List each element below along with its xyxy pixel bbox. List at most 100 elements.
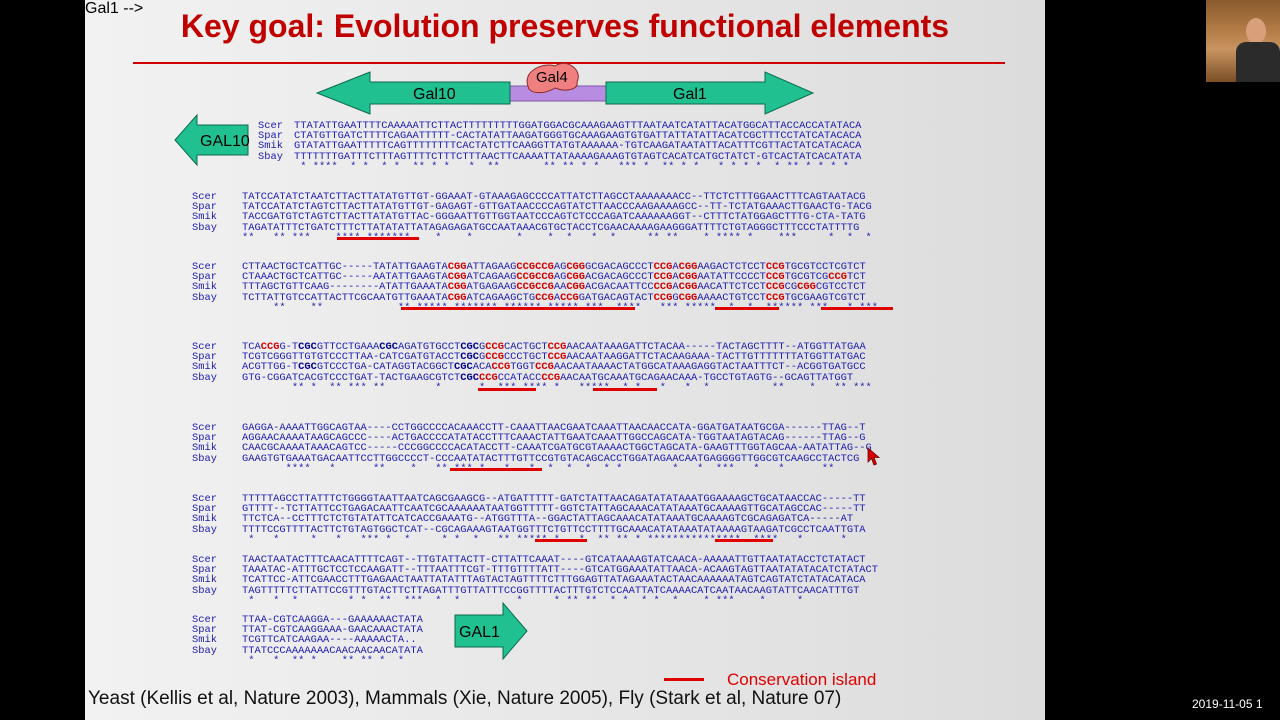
sequence-text: TTATCCCAAAAAAACAACAACAACATATA xyxy=(242,644,423,657)
sequence-row-sbay: Sbay TAGTTTTTCTTATTCCGTTTGTACTTCTTAGATTTG… xyxy=(192,584,878,597)
sequence-text: TAGTTTTTCTTATTCCGTTTGTACTTCTTAGATTTGTTAT… xyxy=(242,584,860,597)
sequence-text: GAAGTGTGAAATGACAATTCCTTGGCCCCT-CCCAATATA… xyxy=(242,452,860,465)
conservation-island xyxy=(478,388,536,391)
sequence-text: TATCCATATCTAATCTTACTTATATGTTGT-GGAAAT-GT… xyxy=(242,191,866,203)
sequence-row-sbay: Sbay TCTTATTGTCCATTACTTCGCAATGTTGAAATACGG… xyxy=(192,291,878,304)
species-label: Spar xyxy=(192,351,217,364)
sequence-text: GAGGA-AAAATTGGCAGTAA----CCTGGCCCCACAAACC… xyxy=(242,422,866,434)
sequence-row-scer: Scer TTTTTAGCCTTATTTCTGGGGTAATTAATCAGCGAA… xyxy=(192,493,866,505)
species-label: Sbay xyxy=(192,584,217,597)
alignment-block-1: Scer TTATATTGAATTTTCAAAAATTCTTACTTTTTTTTT… xyxy=(258,121,861,172)
slide-title: Key goal: Evolution preserves functional… xyxy=(180,8,950,44)
species-label: Sbay xyxy=(192,221,217,234)
conservation-stars: * * * * * ** *** * * * * ** ** * * * * *… xyxy=(192,596,878,606)
species-label: Scer xyxy=(192,191,217,203)
video-timestamp: 2019-11-05 1 xyxy=(1192,697,1263,711)
sequence-row-scer: Scer TTATATTGAATTTTCAAAAATTCTTACTTTTTTTTT… xyxy=(258,120,861,132)
conservation-stars: * **** * * * * ** * * * ** ** ** * * ***… xyxy=(258,162,861,172)
species-label: Smik xyxy=(192,513,217,526)
legend-swatch xyxy=(664,678,704,681)
alignment-block-5: Scer GAGGA-AAAATTGGCAGTAA----CCTGGCCCCACA… xyxy=(192,423,872,474)
gal1-side-arrow: GAL1 xyxy=(454,601,528,661)
species-label: Spar xyxy=(192,432,217,445)
sequence-text: TTTTCCGTTTTACTTCTGTAGTGGCTCAT--CGCAGAAAG… xyxy=(242,523,866,536)
species-label: Scer xyxy=(192,261,217,273)
sequence-row-scer: Scer GAGGA-AAAATTGGCAGTAA----CCTGGCCCCACA… xyxy=(192,422,872,434)
species-label: Smik xyxy=(192,442,217,455)
sequence-text: TACCGATGTCTAGTCTTACTTATATGTTAC-GGGAATTGT… xyxy=(242,211,866,224)
sequence-row-sbay: Sbay GTG-CGGATCACGTCCCTGAT-TACTGAAGCGTCTC… xyxy=(192,371,872,384)
alignment-block-8: Scer TTAA-CGTCAAGGA---GAAAAAACTATA Spar TTA… xyxy=(192,615,423,666)
sequence-text: TAACTAATACTTTCAACATTTTCAGT--TTGTATTACTT-… xyxy=(242,554,866,566)
species-label: Smik xyxy=(258,140,283,153)
presenter-head-shape xyxy=(1246,18,1266,44)
sequence-text: TATCCATATCTAGTCTTACTTATATGTTGT-GAGAGT-GT… xyxy=(242,201,872,214)
species-label: Scer xyxy=(192,554,217,566)
sequence-text: TCGTTCATCAAGAA----AAAAACTA.. xyxy=(242,634,417,647)
sequence-row-spar: Spar GTTTT--TCTTATTCCTGAGACAATTCAATCGCAAA… xyxy=(192,503,866,516)
stars-text: ** * ** *** ** * * *** **** * ***** * * … xyxy=(242,381,872,394)
sequence-row-scer: Scer TAACTAATACTTTCAACATTTTCAGT--TTGTATTA… xyxy=(192,554,878,566)
species-label: Smik xyxy=(192,361,217,374)
conservation-island xyxy=(821,307,893,310)
sequence-row-smik: Smik CAACGCAAAATAAACAGTCC-----CCCGGCCCCAC… xyxy=(192,442,872,455)
species-label: Spar xyxy=(258,130,283,143)
species-label: Sbay xyxy=(192,291,217,304)
title-divider xyxy=(133,62,1005,64)
sequence-text: CTTAACTGCTCATTGC-----TATATTGAAGTACGGATTA… xyxy=(242,261,866,273)
sequence-row-smik: Smik TCGTTCATCAAGAA----AAAAACTA.. xyxy=(192,634,423,647)
conservation-island xyxy=(401,307,635,310)
gal4-protein-shape xyxy=(526,62,579,94)
gal1-gene-label: Gal1 xyxy=(673,86,707,103)
conservation-island xyxy=(450,468,542,471)
alignment-block-7: Scer TAACTAATACTTTCAACATTTTCAGT--TTGTATTA… xyxy=(192,555,878,606)
alignment-block-6: Scer TTTTTAGCCTTATTTCTGGGGTAATTAATCAGCGAA… xyxy=(192,494,866,545)
sequence-text: TCATTCC-ATTCGAACCTTTGAGAACTAATTATATTTAGT… xyxy=(242,574,866,587)
sequence-row-smik: Smik ACGTTGG-TCGCGTCCCTGA-CATAGGTACGGCTCG… xyxy=(192,361,872,374)
sequence-row-spar: Spar TTAT-CGTCAAGGAAA-GAACAAACTATA xyxy=(192,624,423,637)
citation: Yeast (Kellis et al, Nature 2003), Mamma… xyxy=(88,688,842,709)
sequence-text: CTATGTTGATCTTTTCAGAATTTTT-CACTATATTAAGAT… xyxy=(294,130,862,143)
conservation-stars: * * ** * ** ** * * xyxy=(192,656,423,666)
sequence-row-scer: Scer TATCCATATCTAATCTTACTTATATGTTGT-GGAAA… xyxy=(192,191,872,203)
sequence-row-spar: Spar TATCCATATCTAGTCTTACTTATATGTTGT-GAGAG… xyxy=(192,201,872,214)
sequence-text: GTTTT--TCTTATTCCTGAGACAATTCAATCGCAAAAAAT… xyxy=(242,503,866,516)
conservation-island xyxy=(337,237,419,240)
sequence-text: ACGTTGG-TCGCGTCCCTGA-CATAGGTACGGCTCGCACA… xyxy=(242,361,866,374)
species-label: Sbay xyxy=(192,452,217,465)
sequence-row-spar: Spar AGGAACAAAATAAGCAGCCC----ACTGACCCCATA… xyxy=(192,432,872,445)
sequence-text: TTCTCA--CCTTTCTCTGTATATTCATCACCGAAATG--A… xyxy=(242,513,854,526)
sequence-row-sbay: Sbay TTTTTTTGATTTCTTTAGTTTTCTTTCTTTAACTTC… xyxy=(258,151,861,162)
slide: Key goal: Evolution preserves functional… xyxy=(85,0,1045,720)
species-label: Sbay xyxy=(192,523,217,536)
gal10-gene-label: Gal10 xyxy=(413,86,456,103)
sequence-text: TTAT-CGTCAAGGAAA-GAACAAACTATA xyxy=(242,624,423,637)
legend: Conservation island xyxy=(660,668,960,692)
sequence-text: GTG-CGGATCACGTCCCTGAT-TACTGAAGCGTCTCGCCC… xyxy=(242,371,854,384)
gal10-gene-arrow xyxy=(315,71,511,115)
species-label: Spar xyxy=(192,624,217,637)
sequence-text: GTATATTGAATTTTTCAGTTTTTTTTCACTATCTTCAAGG… xyxy=(294,140,862,153)
sequence-text: TTTTTAGCCTTATTTCTGGGGTAATTAATCAGCGAAGCG-… xyxy=(242,493,866,505)
sequence-text: TCTTATTGTCCATTACTTCGCAATGTTGAAATACGGATCA… xyxy=(242,291,866,304)
sequence-row-spar: Spar CTATGTTGATCTTTTCAGAATTTTT-CACTATATTA… xyxy=(258,130,862,143)
sequence-row-scer: Scer TCACCGG-TCGCGTTCCTGAAACGCAGATGTGCCTC… xyxy=(192,342,872,353)
species-label: Spar xyxy=(192,564,217,577)
mouse-cursor-icon xyxy=(867,447,881,466)
species-label: Sbay xyxy=(192,644,217,657)
species-label: Smik xyxy=(192,281,217,294)
stars-text: * * ** * ** ** * * xyxy=(242,654,405,667)
stars-text: * **** * * * * ** * * * ** ** ** * * ***… xyxy=(294,160,849,173)
presenter-body-shape xyxy=(1236,42,1280,82)
gal4-label: Gal4 xyxy=(536,69,568,86)
sequence-text: CTAAACTGCTCATTGC-----AATATTGAAGTACGGATCA… xyxy=(242,271,866,284)
conservation-island xyxy=(715,539,773,542)
species-label: Scer xyxy=(258,120,283,132)
sequence-row-spar: Spar TCGTCGGGTTGTGTCCCTTAA-CATCGATGTACCTC… xyxy=(192,351,872,364)
alignment-block-2: Scer TATCCATATCTAATCTTACTTATATGTTGT-GGAAA… xyxy=(192,192,872,243)
species-label: Spar xyxy=(192,201,217,214)
sequence-row-smik: Smik GTATATTGAATTTTTCAGTTTTTTTTCACTATCTTC… xyxy=(258,140,862,153)
species-label: Sbay xyxy=(192,371,217,384)
conservation-island xyxy=(535,539,587,542)
sequence-text: TTTAGCTGTTCAAG--------ATATTGAAATACGGATGA… xyxy=(242,281,866,294)
